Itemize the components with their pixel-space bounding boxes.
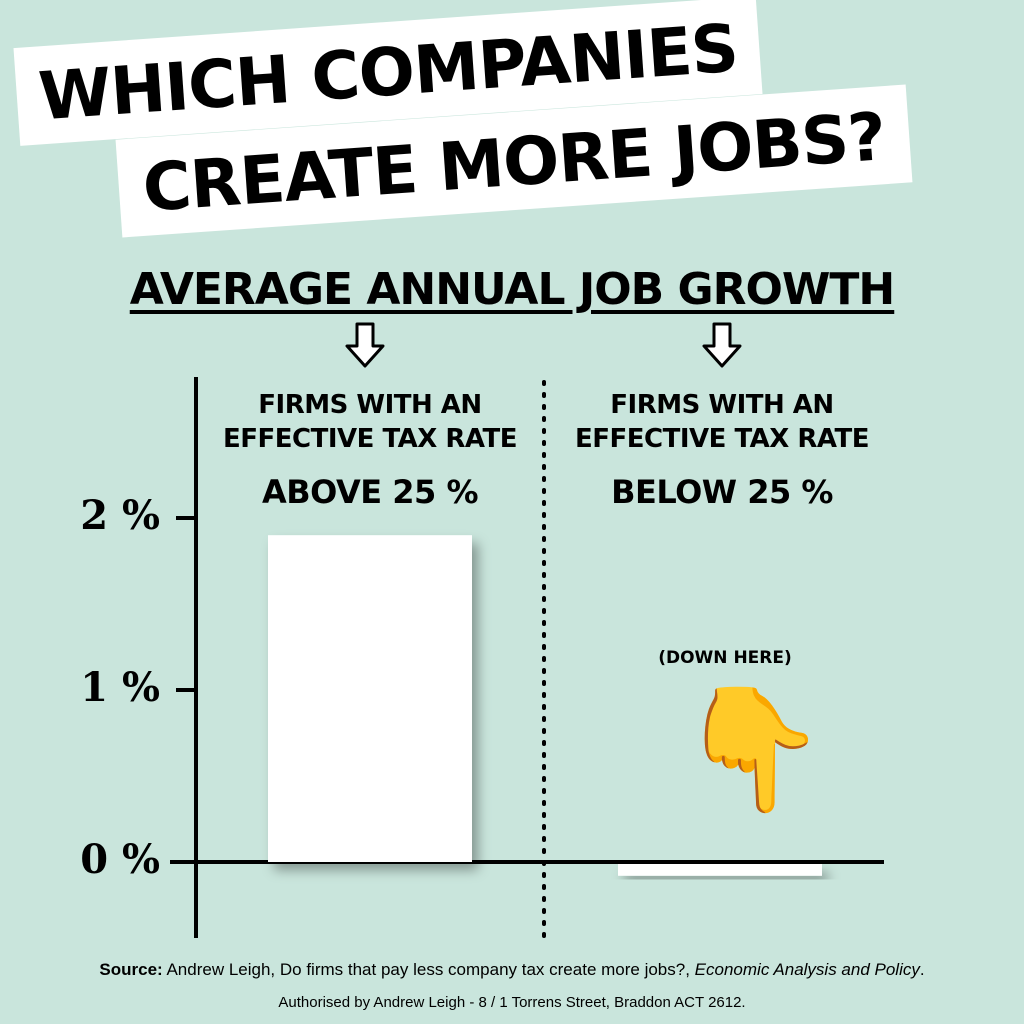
category-label-below: FIRMS WITH AN EFFECTIVE TAX RATE BELOW 2… — [574, 390, 870, 511]
down-arrow-icon — [702, 322, 742, 368]
source-citation: Source: Andrew Leigh, Do firms that pay … — [99, 960, 925, 979]
category-label-above: FIRMS WITH AN EFFECTIVE TAX RATE ABOVE 2… — [222, 390, 518, 511]
pointing-down-hand-icon: 👇 — [678, 680, 828, 819]
y-tick-label: 1 % — [80, 664, 160, 711]
chart-subtitle: AVERAGE ANNUAL JOB GROWTH — [129, 264, 895, 315]
y-tick-label: 0 % — [80, 836, 160, 883]
bar — [268, 535, 472, 862]
down-here-annotation: (DOWN HERE) — [658, 648, 792, 668]
y-tick-label: 2 % — [80, 492, 160, 539]
bar — [618, 864, 822, 876]
down-arrow-icon — [345, 322, 385, 368]
authorisation-text: Authorised by Andrew Leigh - 8 / 1 Torre… — [278, 994, 746, 1011]
